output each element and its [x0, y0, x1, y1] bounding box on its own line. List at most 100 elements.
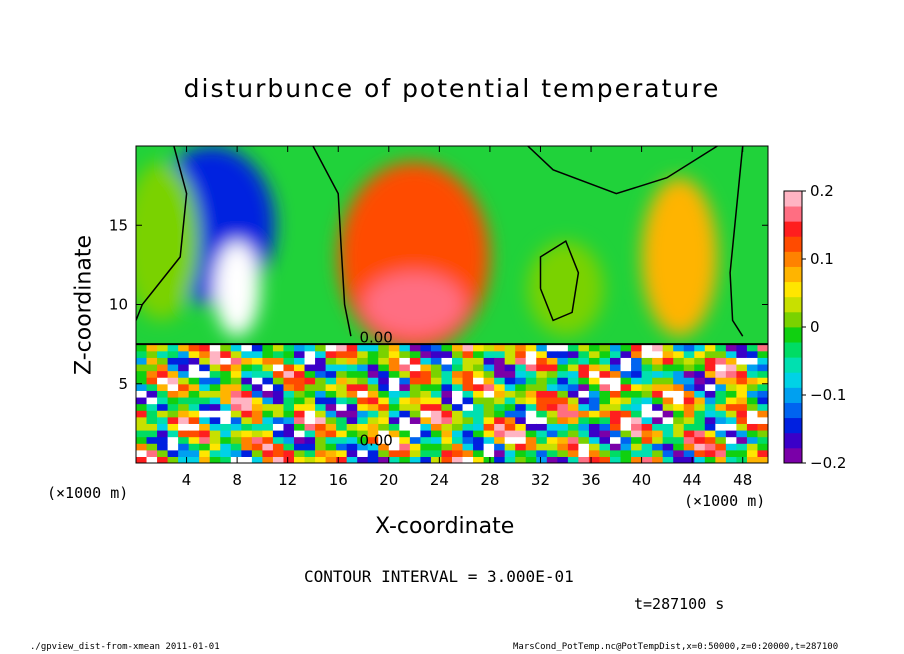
field-cell [420, 436, 432, 444]
field-cell [620, 436, 632, 444]
field-cell [715, 344, 727, 352]
field-cell [230, 429, 242, 438]
field-cell [399, 390, 411, 398]
field-cell [188, 456, 200, 463]
field-cell [662, 357, 674, 365]
field-cell [178, 357, 190, 365]
field-cell [515, 390, 527, 398]
field-cell [452, 449, 464, 457]
field-cell [567, 443, 579, 451]
field-cell [441, 390, 453, 398]
field-cell [588, 363, 601, 372]
field-cell [378, 410, 390, 418]
field-cell [483, 449, 495, 457]
field-cell [430, 423, 443, 431]
field-cell [704, 436, 716, 444]
field-cell [641, 443, 653, 451]
x-tick-label: 28 [480, 471, 499, 489]
field-cell [536, 443, 548, 451]
field-cell [336, 423, 348, 431]
field-cell [325, 449, 337, 457]
chart-title: disturbunce of potential temperature [183, 74, 721, 103]
field-cell [220, 363, 232, 372]
field-cell [167, 350, 179, 358]
field-cell [304, 383, 316, 391]
field-cell [694, 429, 706, 438]
field-cell [515, 449, 527, 457]
field-cell [641, 410, 653, 418]
field-cell [378, 357, 390, 365]
colorbar-swatch [784, 357, 802, 373]
field-cell [283, 383, 295, 391]
field-cell [631, 416, 643, 424]
field-cell [388, 377, 400, 385]
field-cell [430, 416, 443, 424]
field-cell [452, 443, 464, 451]
field-cell [262, 390, 274, 398]
colorbar-tick-label: 0 [810, 318, 820, 336]
field-cell [631, 396, 643, 405]
field-cell [430, 403, 443, 411]
field-cell [578, 436, 590, 444]
field-cell [367, 357, 379, 365]
field-cell [251, 449, 263, 457]
field-cell [683, 357, 695, 365]
field-cell [578, 350, 590, 358]
field-cell [157, 449, 169, 457]
field-cell [136, 423, 148, 431]
field-cell [146, 377, 158, 385]
field-cell [388, 357, 400, 365]
field-cell [146, 443, 158, 451]
field-cell [420, 350, 432, 358]
field-cell [388, 403, 400, 411]
field-cell [662, 403, 674, 411]
field-cell [452, 436, 464, 444]
y-tick-label: 10 [109, 296, 128, 314]
colorbar-swatch [784, 251, 802, 267]
field-cell [704, 370, 716, 378]
field-cell [136, 357, 148, 365]
field-cell [536, 436, 548, 444]
field-cell [157, 443, 169, 451]
field-cell [715, 396, 727, 405]
field-cell [620, 344, 632, 352]
field-cell [525, 429, 537, 438]
field-cell [188, 363, 200, 372]
field-cell [304, 357, 316, 365]
field-cell [746, 416, 759, 424]
field-cell [378, 370, 390, 378]
field-cell [220, 423, 232, 431]
field-cell [262, 449, 274, 457]
field-cell [725, 370, 737, 378]
field-cell [167, 456, 179, 463]
colorbar-swatch [784, 417, 802, 434]
field-cell [525, 449, 537, 457]
field-cell [546, 383, 558, 391]
field-cell [188, 403, 200, 411]
field-cell [409, 456, 421, 463]
field-cell [136, 436, 148, 444]
field-cell [346, 423, 358, 431]
field-cell [346, 344, 358, 352]
field-cell [462, 344, 474, 352]
field-cell [683, 390, 695, 398]
field-cell [515, 363, 527, 372]
field-cell [599, 443, 611, 451]
colorbar-swatch [784, 372, 802, 388]
field-cell [167, 449, 179, 457]
field-cell [283, 403, 295, 411]
field-cell [620, 363, 632, 372]
field-cell [283, 357, 295, 365]
field-cell [346, 429, 358, 438]
time-label: t=287100 s [634, 595, 725, 613]
field-cell [346, 363, 358, 372]
field-cell [399, 383, 411, 391]
field-cell [136, 416, 148, 424]
field-cell [631, 344, 643, 352]
field-cell [757, 416, 768, 424]
field-cell [199, 449, 211, 457]
field-cell [357, 449, 369, 457]
field-cell [494, 449, 506, 457]
field-cell [230, 383, 242, 391]
field-cell [336, 396, 348, 405]
